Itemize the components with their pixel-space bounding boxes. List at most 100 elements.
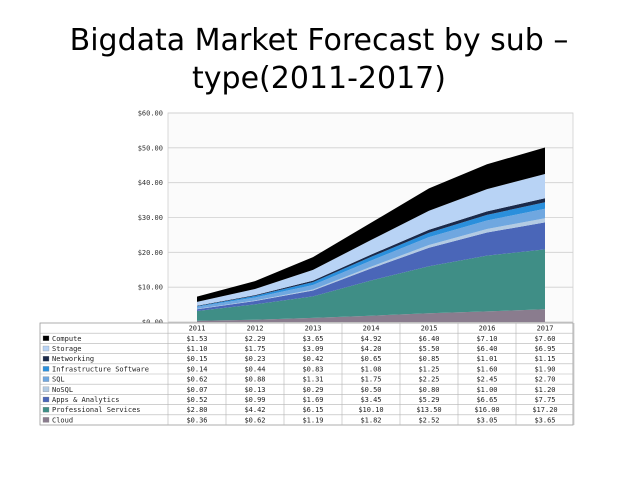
data-table: 2011 2012 2013 2014 2015 2016 2017 Compute $1.53… xyxy=(39,322,575,426)
legend-label-storage: Storage xyxy=(52,345,82,353)
x-tick-label: 2012 xyxy=(247,325,264,333)
data-label: $0.62 xyxy=(186,376,207,384)
data-label: $0.62 xyxy=(244,416,265,424)
legend-swatch-nosql xyxy=(42,386,50,392)
area-apps-analytics xyxy=(197,222,545,311)
y-tick-label: $10.00 xyxy=(138,284,163,292)
data-label: $13.50 xyxy=(416,406,441,414)
data-label: $1.31 xyxy=(302,376,323,384)
data-label: $6.65 xyxy=(476,396,497,404)
data-label: $1.60 xyxy=(476,365,497,373)
data-label: $1.08 xyxy=(360,365,381,373)
data-label: $0.44 xyxy=(244,365,265,373)
data-label: $0.65 xyxy=(360,355,381,363)
data-label: $0.42 xyxy=(302,355,323,363)
area-nosql xyxy=(197,218,545,310)
data-label: $1.90 xyxy=(534,365,555,373)
data-label: $5.50 xyxy=(418,345,439,353)
data-label: $1.19 xyxy=(302,416,323,424)
data-label: $1.53 xyxy=(186,335,207,343)
legend-swatch-cloud xyxy=(42,417,50,423)
data-label: $7.60 xyxy=(534,335,555,343)
data-label: $3.65 xyxy=(534,416,555,424)
data-label: $0.29 xyxy=(302,386,323,394)
data-label: $1.75 xyxy=(360,376,381,384)
data-label: $1.20 xyxy=(534,386,555,394)
area-cloud xyxy=(197,309,545,322)
legend-swatch-professional-services xyxy=(42,407,50,413)
data-label: $6.95 xyxy=(534,345,555,353)
data-label: $0.07 xyxy=(186,386,207,394)
data-label: $1.10 xyxy=(186,345,207,353)
data-label: $2.25 xyxy=(418,376,439,384)
data-label: $0.15 xyxy=(186,355,207,363)
data-label: $6.15 xyxy=(302,406,323,414)
data-label: $0.14 xyxy=(186,365,207,373)
legend-label-nosql: NoSQL xyxy=(52,386,73,394)
area-compute xyxy=(197,147,545,302)
data-label: $6.40 xyxy=(476,345,497,353)
data-label: $0.36 xyxy=(186,416,207,424)
data-label: $3.65 xyxy=(302,335,323,343)
legend-swatch-apps-analytics xyxy=(42,396,50,403)
data-label: $1.82 xyxy=(360,416,381,424)
data-label: $4.92 xyxy=(360,335,381,343)
legend-label-apps-analytics: Apps & Analytics xyxy=(52,396,119,404)
data-label: $4.42 xyxy=(244,406,265,414)
y-tick-label: $40.00 xyxy=(138,179,163,187)
data-label: $1.69 xyxy=(302,396,323,404)
y-tick-label: $0.00 xyxy=(142,319,163,327)
data-label: $1.01 xyxy=(476,355,497,363)
data-label: $2.45 xyxy=(476,376,497,384)
data-label: $0.99 xyxy=(244,396,265,404)
x-tick-label: 2016 xyxy=(479,325,496,333)
x-tick-label: 2017 xyxy=(537,325,554,333)
legend-label-networking: Networking xyxy=(52,355,94,363)
area-networking xyxy=(197,198,545,307)
x-tick-label: 2011 xyxy=(189,325,206,333)
data-label: $7.75 xyxy=(534,396,555,404)
data-label: $0.85 xyxy=(418,355,439,363)
data-label: $0.52 xyxy=(186,396,207,404)
x-tick-label: 2013 xyxy=(305,325,322,333)
data-label: $0.88 xyxy=(244,376,265,384)
legend-swatch-infrastructure-software xyxy=(42,366,50,372)
area-storage xyxy=(197,174,545,306)
slide-title: Bigdata Market Forecast by sub – type(20… xyxy=(0,22,638,98)
area-professional-services xyxy=(197,249,545,321)
y-tick-label: $60.00 xyxy=(138,110,163,118)
data-label: $1.75 xyxy=(244,345,265,353)
data-label: $7.10 xyxy=(476,335,497,343)
legend-label-compute: Compute xyxy=(52,335,82,343)
y-tick-label: $20.00 xyxy=(138,249,163,257)
data-label: $6.40 xyxy=(418,335,439,343)
legend-label-sql: SQL xyxy=(52,376,65,384)
data-label: $17.20 xyxy=(532,406,557,414)
legend-swatch-sql xyxy=(42,376,50,382)
data-label: $2.52 xyxy=(418,416,439,424)
data-label: $0.50 xyxy=(360,386,381,394)
y-axis-ticks: $0.00 $10.00 $20.00 $30.00 $40.00 $50.00 $60.0… xyxy=(138,110,163,327)
data-label: $5.29 xyxy=(418,396,439,404)
legend-label-cloud: Cloud xyxy=(52,416,73,424)
data-label: $4.20 xyxy=(360,345,381,353)
y-tick-label: $50.00 xyxy=(138,144,163,152)
legend-swatch-networking xyxy=(42,356,50,362)
data-label: $1.25 xyxy=(418,365,439,373)
area-infrastructure-software xyxy=(197,202,545,307)
data-label: $1.00 xyxy=(476,386,497,394)
data-label: $10.10 xyxy=(358,406,383,414)
data-label: $16.00 xyxy=(474,406,499,414)
legend-label-professional-services: Professional Services xyxy=(52,406,141,414)
data-label: $1.15 xyxy=(534,355,555,363)
data-label: $0.13 xyxy=(244,386,265,394)
legend-swatch-storage xyxy=(42,345,50,352)
stacked-areas xyxy=(197,147,545,322)
data-label: $3.09 xyxy=(302,345,323,353)
area-sql xyxy=(197,208,545,309)
y-tick-label: $30.00 xyxy=(138,214,163,222)
data-label: $3.05 xyxy=(476,416,497,424)
x-tick-label: 2015 xyxy=(421,325,438,333)
legend-swatch-compute xyxy=(42,335,50,341)
